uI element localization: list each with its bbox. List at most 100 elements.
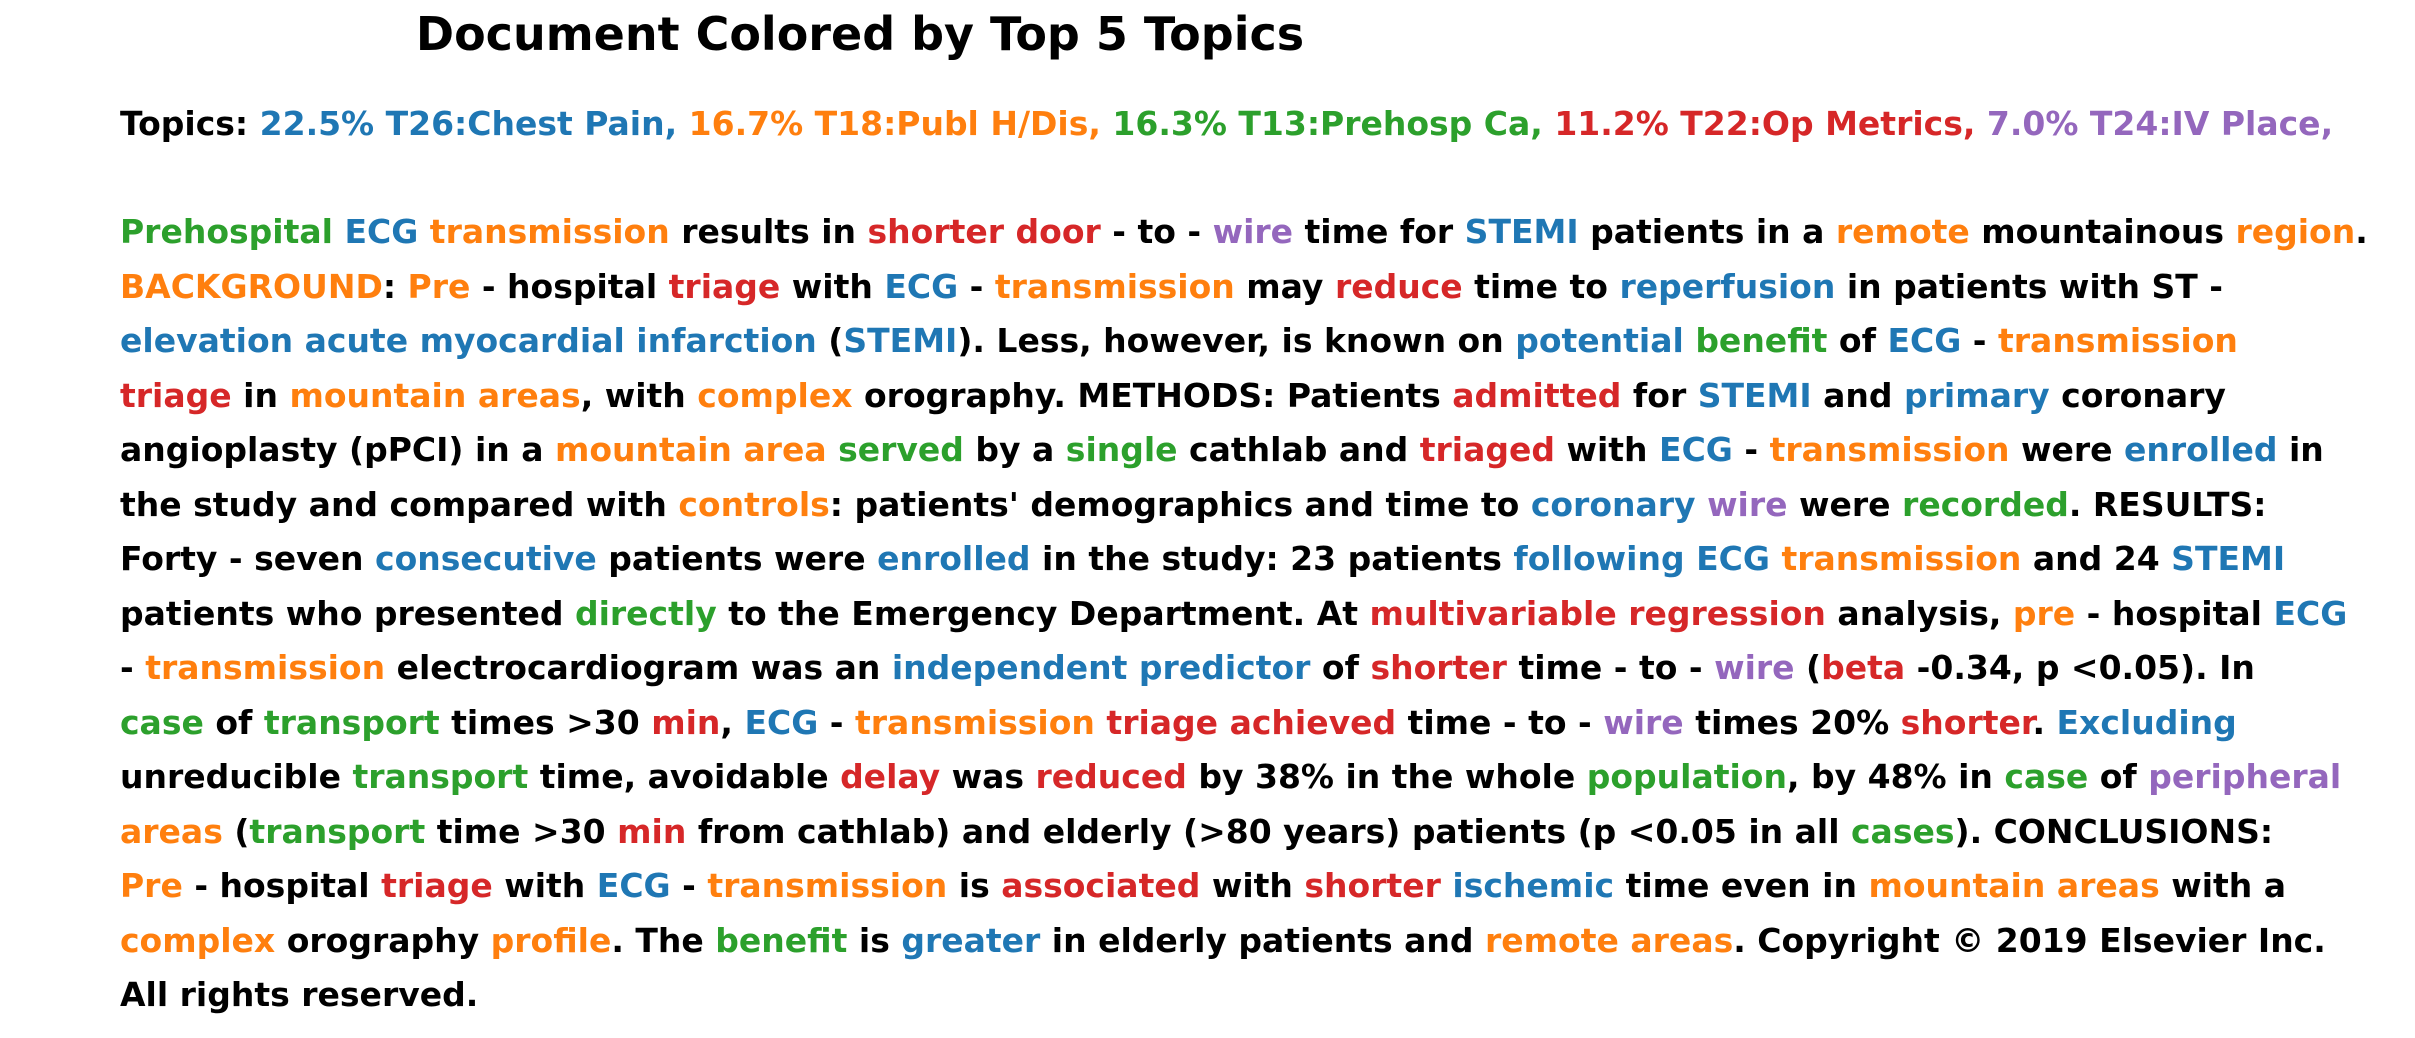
- topic-word-t22: triaged: [1419, 430, 1555, 469]
- plain-text: patients who presented: [120, 593, 575, 633]
- plain-text: in: [231, 375, 290, 415]
- plain-text: coronary: [2049, 375, 2226, 415]
- plain-text: - to -: [1100, 212, 1213, 251]
- topic-word-t26: reperfusion: [1619, 266, 1836, 306]
- plain-text: (: [1794, 648, 1822, 687]
- topic-word-t26: infarction: [636, 321, 817, 360]
- document-line: Pre - hospital triage with ECG - transmi…: [120, 859, 2410, 914]
- plain-text: .: [2355, 212, 2368, 251]
- topic-word-t24: wire: [1714, 648, 1795, 687]
- plain-text: . The: [611, 920, 716, 960]
- plain-text: orography. METHODS: Patients: [852, 375, 1453, 415]
- topic-word-t22: delay: [840, 757, 941, 796]
- plain-text: : patients' demographics and time to: [829, 484, 1531, 524]
- topic-word-t13: Prehospital: [120, 212, 333, 251]
- plain-text: time to: [1462, 266, 1620, 306]
- plain-text: cathlab and: [1177, 430, 1420, 469]
- plain-text: -: [670, 866, 708, 905]
- topic-word-t18: transmission: [707, 866, 948, 905]
- topic-word-t22: triage: [381, 866, 493, 905]
- topic-word-t22: achieved: [1229, 702, 1397, 742]
- topic-word-t26: myocardial: [419, 321, 625, 360]
- topic-word-t26: ischemic: [1452, 866, 1615, 905]
- figure-title: Document Colored by Top 5 Topics: [415, 7, 1305, 61]
- topic-word-t26: following: [1513, 539, 1685, 578]
- topic-entry-t26: 22.5% T26:Chest Pain,: [259, 104, 678, 143]
- topic-word-t13: cases: [1851, 811, 1955, 851]
- plain-text: , with: [580, 375, 698, 415]
- plain-text: were: [1787, 484, 1903, 524]
- plain-text: in the study: 23 patients: [1030, 539, 1514, 578]
- topic-word-t18: transmission: [855, 702, 1095, 742]
- document-line: patients who presented directly to the E…: [120, 587, 2410, 642]
- topic-word-t18: remote: [1835, 212, 1970, 251]
- plain-text: [625, 321, 637, 360]
- topic-word-t18: mountain: [1868, 866, 2046, 905]
- plain-text: , by 48% in: [1786, 757, 2005, 796]
- plain-text: [1770, 539, 1782, 578]
- topic-word-t18: controls: [678, 484, 830, 524]
- document-line: Prehospital ECG transmission results in …: [120, 205, 2410, 260]
- topic-word-t22: admitted: [1452, 375, 1622, 415]
- plain-text: in patients with ST -: [1835, 266, 2223, 306]
- topic-word-t18: complex: [697, 375, 853, 415]
- topic-word-t18: region: [2235, 212, 2356, 251]
- topic-word-t26: ECG: [596, 866, 671, 905]
- plain-text: [1684, 321, 1696, 360]
- topic-word-t18: transmission: [429, 212, 670, 251]
- topic-word-t22: beta: [1821, 648, 1906, 687]
- topic-word-t26: ECG: [2273, 593, 2348, 633]
- plain-text: with: [1554, 430, 1660, 469]
- document-line: complex orography profile. The benefit i…: [120, 914, 2410, 969]
- plain-text: [418, 212, 430, 251]
- plain-text: [732, 430, 744, 469]
- topic-word-t22: shorter: [1900, 702, 2033, 742]
- topic-word-t22: regression: [1628, 593, 1826, 633]
- plain-text: in: [2277, 430, 2324, 469]
- topic-word-t18: areas: [2056, 866, 2160, 905]
- topic-word-t26: ECG: [1887, 321, 1962, 360]
- topic-word-t26: enrolled: [2124, 430, 2278, 469]
- plain-text: [333, 212, 345, 251]
- topic-word-t18: profile: [490, 920, 612, 960]
- document-line: unreducible transport time, avoidable de…: [120, 750, 2410, 805]
- topics-legend: Topics: 22.5% T26:Chest Pain, 16.7% T18:…: [120, 99, 2400, 149]
- plain-text: [1218, 703, 1230, 742]
- topic-word-t26: STEMI: [843, 321, 958, 360]
- plain-text: time - to -: [1396, 702, 1604, 742]
- document-line: Forty - seven consecutive patients were …: [120, 532, 2410, 587]
- plain-text: were: [2009, 430, 2125, 469]
- topic-word-t18: complex: [120, 920, 276, 960]
- document-line: - transmission electrocardiogram was an …: [120, 641, 2410, 696]
- topic-word-t24: wire: [1707, 484, 1788, 524]
- plain-text: to the Emergency Department. At: [716, 593, 1370, 633]
- topic-word-t26: coronary: [1530, 484, 1696, 524]
- topic-word-t22: door: [1015, 212, 1101, 251]
- plain-text: patients in a: [1578, 212, 1836, 251]
- plain-text: All rights reserved.: [120, 975, 479, 1014]
- plain-text: [1004, 212, 1016, 251]
- topic-word-t26: predictor: [1138, 648, 1311, 687]
- document-line: areas (transport time >30 min from cathl…: [120, 805, 2410, 860]
- document-text: Prehospital ECG transmission results in …: [120, 205, 2410, 1023]
- plain-text: and 24: [2021, 539, 2172, 578]
- plain-text: [293, 321, 305, 360]
- topic-word-t26: ECG: [1659, 430, 1733, 469]
- plain-text: in elderly patients and: [1040, 920, 1486, 960]
- topic-word-t18: areas: [477, 375, 581, 415]
- topic-word-t18: areas: [1630, 920, 1734, 960]
- plain-text: [408, 321, 420, 360]
- topic-word-t18: transmission: [1769, 430, 2010, 469]
- topics-list: 22.5% T26:Chest Pain, 16.7% T18:Publ H/D…: [260, 104, 2333, 143]
- plain-text: results in: [669, 212, 868, 251]
- plain-text: for: [1621, 375, 1698, 415]
- plain-text: and: [1811, 375, 1905, 415]
- plain-text: . RESULTS:: [2068, 484, 2267, 524]
- document-line: triage in mountain areas, with complex o…: [120, 369, 2410, 424]
- topic-word-t13: transport: [263, 702, 440, 742]
- topic-word-t26: STEMI: [2171, 539, 2286, 578]
- topic-word-t13: benefit: [715, 920, 848, 960]
- plain-text: time >30: [425, 811, 618, 851]
- topic-word-t18: Pre: [120, 866, 183, 905]
- topic-word-t26: ECG: [344, 212, 419, 251]
